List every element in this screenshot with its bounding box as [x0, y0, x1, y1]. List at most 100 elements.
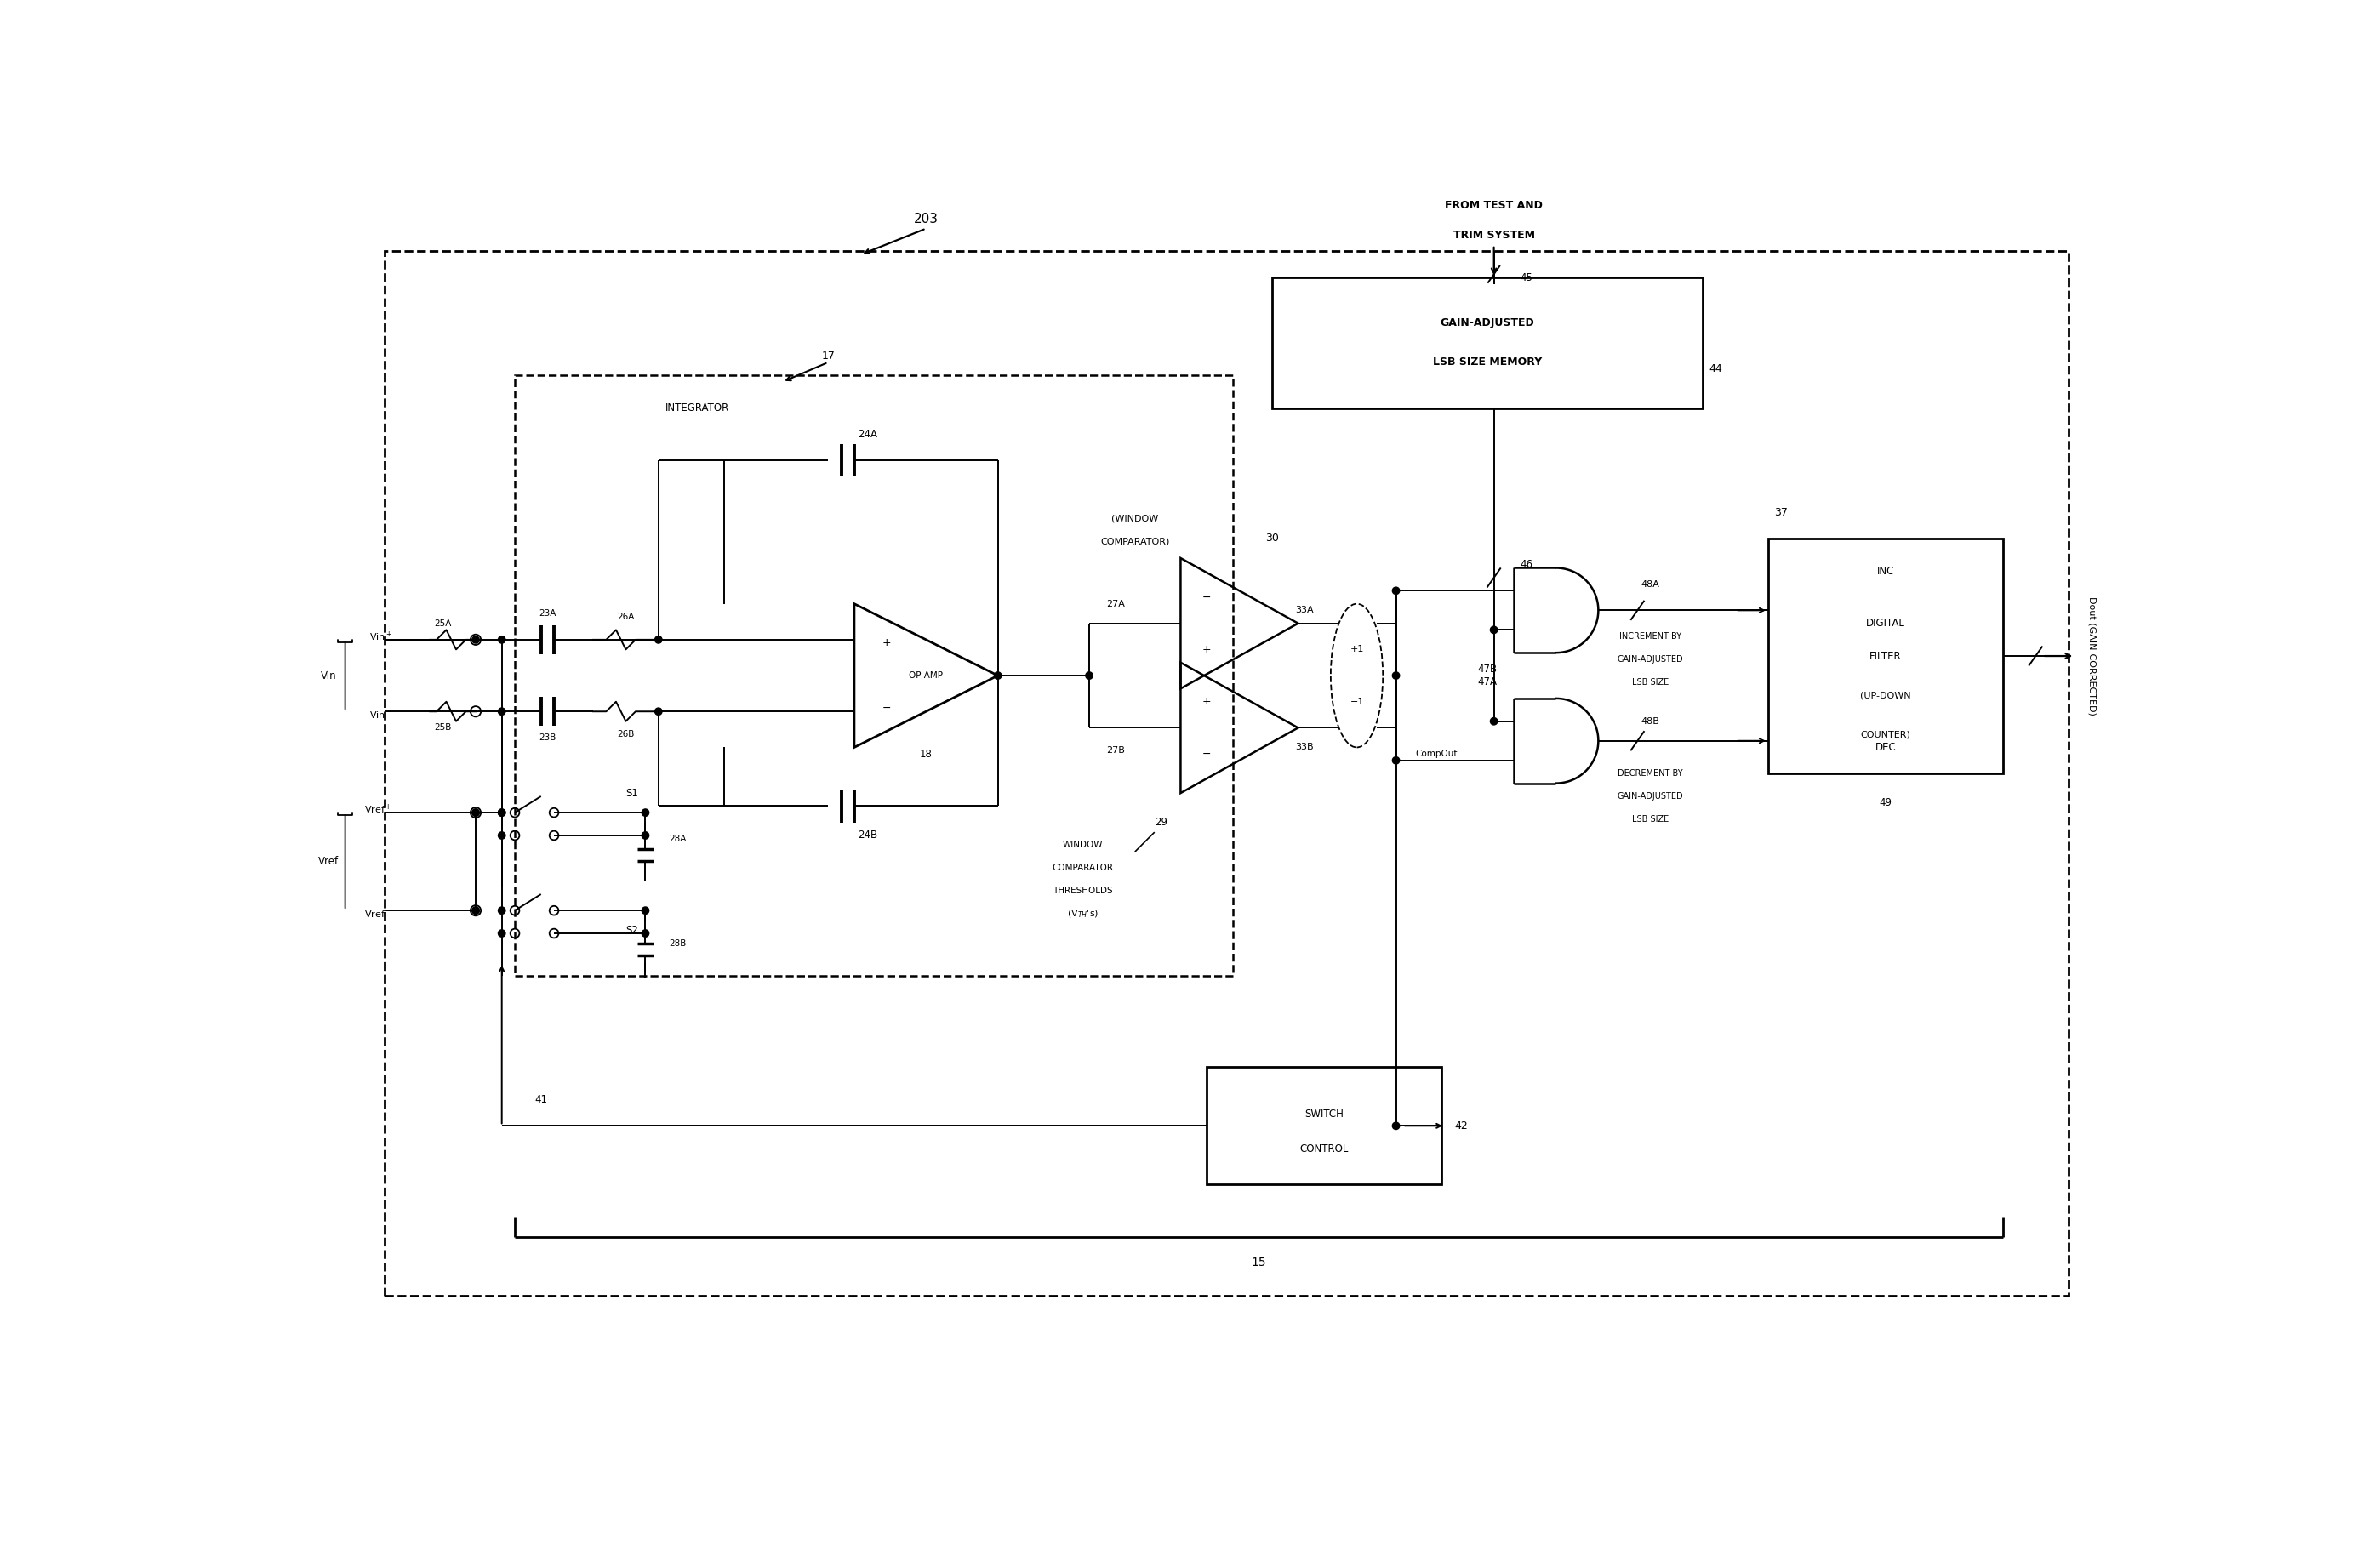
Text: COUNTER): COUNTER)	[1861, 731, 1911, 738]
Text: −1: −1	[1349, 698, 1364, 706]
Text: 44: 44	[1709, 363, 1723, 374]
Text: 47A: 47A	[1478, 676, 1497, 687]
Text: 23B: 23B	[538, 734, 557, 741]
Text: 46: 46	[1521, 558, 1533, 571]
Text: LSB SIZE MEMORY: LSB SIZE MEMORY	[1433, 357, 1542, 368]
Text: Dout (GAIN-CORRECTED): Dout (GAIN-CORRECTED)	[2087, 597, 2097, 715]
Circle shape	[497, 810, 505, 816]
Circle shape	[995, 672, 1002, 679]
Text: 203: 203	[914, 212, 938, 225]
Circle shape	[471, 810, 478, 816]
Text: TRIM SYSTEM: TRIM SYSTEM	[1454, 230, 1535, 240]
Circle shape	[654, 636, 662, 644]
Text: 30: 30	[1266, 534, 1278, 544]
Bar	[514, 375, 1233, 976]
Text: 42: 42	[1454, 1120, 1468, 1131]
Text: WINDOW: WINDOW	[1061, 841, 1102, 850]
Text: (V$_{TH}$'s): (V$_{TH}$'s)	[1066, 907, 1100, 920]
Text: Vin$^+$: Vin$^+$	[369, 630, 393, 644]
Text: Vin$^-$: Vin$^-$	[369, 710, 393, 720]
Circle shape	[643, 929, 650, 937]
Text: −: −	[1202, 592, 1211, 603]
Text: LSB SIZE: LSB SIZE	[1633, 814, 1668, 824]
Circle shape	[1392, 1123, 1399, 1129]
Text: GAIN-ADJUSTED: GAIN-ADJUSTED	[1440, 318, 1535, 329]
Text: INC: INC	[1878, 566, 1894, 577]
Text: DEC: DEC	[1875, 741, 1897, 752]
Text: S1: S1	[626, 788, 638, 799]
Text: −: −	[1202, 749, 1211, 760]
Text: COMPARATOR): COMPARATOR)	[1100, 538, 1169, 546]
Circle shape	[1085, 672, 1092, 679]
Text: 48A: 48A	[1642, 580, 1659, 588]
Text: +: +	[883, 637, 892, 648]
Circle shape	[1392, 757, 1399, 765]
Text: GAIN-ADJUSTED: GAIN-ADJUSTED	[1618, 655, 1683, 664]
Circle shape	[643, 907, 650, 914]
Text: +: +	[1202, 644, 1211, 655]
Text: (WINDOW: (WINDOW	[1111, 515, 1159, 523]
Circle shape	[654, 707, 662, 715]
Circle shape	[497, 831, 505, 839]
Text: 17: 17	[821, 351, 835, 361]
Text: DIGITAL: DIGITAL	[1866, 617, 1904, 628]
Text: 26B: 26B	[616, 731, 635, 738]
Text: (UP-DOWN: (UP-DOWN	[1861, 690, 1911, 700]
Text: 25A: 25A	[436, 619, 452, 628]
Circle shape	[497, 929, 505, 937]
Text: 47B: 47B	[1478, 664, 1497, 675]
Text: 48B: 48B	[1642, 717, 1659, 726]
Bar	[383, 251, 2068, 1295]
Text: Vin: Vin	[321, 670, 336, 681]
Text: 24A: 24A	[857, 428, 878, 439]
Text: +: +	[1202, 696, 1211, 707]
Text: INCREMENT BY: INCREMENT BY	[1618, 633, 1683, 641]
Circle shape	[1392, 588, 1399, 594]
Text: 28B: 28B	[669, 938, 688, 948]
Text: FROM TEST AND: FROM TEST AND	[1445, 200, 1542, 211]
Circle shape	[497, 810, 505, 816]
Text: CONTROL: CONTROL	[1299, 1143, 1349, 1155]
Text: FILTER: FILTER	[1871, 650, 1902, 662]
Text: CompOut: CompOut	[1416, 749, 1457, 758]
Text: 29: 29	[1154, 817, 1166, 828]
Circle shape	[497, 707, 505, 715]
Text: Vref: Vref	[319, 856, 338, 867]
Text: 27A: 27A	[1107, 600, 1126, 608]
Text: 27B: 27B	[1107, 746, 1126, 755]
Circle shape	[471, 907, 478, 914]
Text: LSB SIZE: LSB SIZE	[1633, 678, 1668, 687]
Text: DECREMENT BY: DECREMENT BY	[1618, 769, 1683, 777]
Text: 33B: 33B	[1295, 743, 1314, 752]
Circle shape	[471, 907, 478, 914]
Circle shape	[497, 636, 505, 644]
Text: 33A: 33A	[1295, 606, 1314, 614]
Text: Vref$^-$: Vref$^-$	[364, 909, 390, 918]
Text: −: −	[883, 703, 892, 713]
Circle shape	[1392, 672, 1399, 679]
Circle shape	[1490, 718, 1497, 724]
Text: 49: 49	[1880, 797, 1892, 808]
Circle shape	[643, 831, 650, 839]
Text: 23A: 23A	[538, 610, 557, 617]
Circle shape	[471, 636, 478, 644]
Text: THRESHOLDS: THRESHOLDS	[1052, 887, 1114, 895]
Text: 41: 41	[536, 1095, 547, 1106]
Text: 28A: 28A	[669, 834, 688, 844]
Text: +1: +1	[1349, 645, 1364, 653]
Text: COMPARATOR: COMPARATOR	[1052, 864, 1114, 872]
Circle shape	[643, 810, 650, 816]
Text: 37: 37	[1775, 507, 1787, 518]
Text: 18: 18	[919, 749, 933, 760]
Text: 15: 15	[1252, 1256, 1266, 1269]
Text: INTEGRATOR: INTEGRATOR	[664, 402, 728, 414]
Bar	[1271, 278, 1702, 408]
Bar	[1768, 538, 2004, 774]
Text: Vref$^+$: Vref$^+$	[364, 803, 390, 816]
Text: 45: 45	[1521, 271, 1533, 282]
Text: OP AMP: OP AMP	[909, 672, 942, 679]
Text: GAIN-ADJUSTED: GAIN-ADJUSTED	[1618, 793, 1683, 800]
Text: SWITCH: SWITCH	[1304, 1109, 1345, 1120]
Text: 24B: 24B	[857, 830, 878, 841]
Circle shape	[471, 810, 478, 816]
